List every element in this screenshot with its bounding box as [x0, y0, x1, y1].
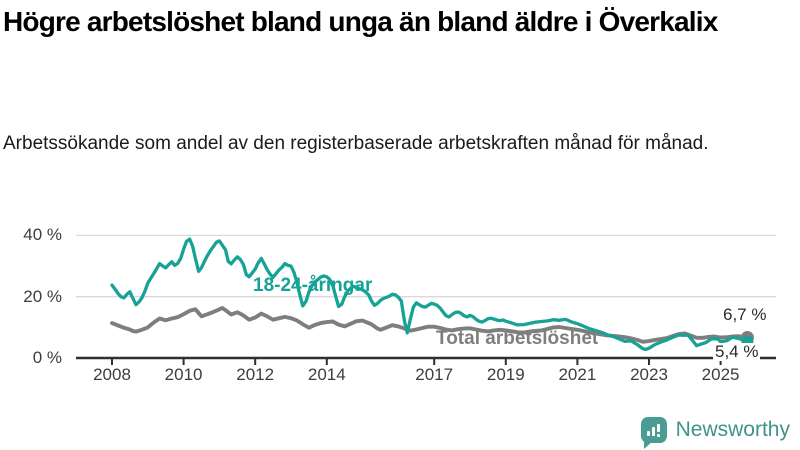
brand-name: Newsworthy	[675, 418, 790, 441]
x-axis-tick-label: 2025	[701, 365, 740, 384]
newsworthy-logo: Newsworthy	[640, 417, 790, 449]
end-value-total: 6,7 %	[721, 305, 769, 324]
x-axis-tick-label: 2023	[630, 365, 668, 384]
x-axis-tick-label: 2010	[164, 365, 203, 384]
x-axis-tick-label: 2012	[236, 365, 275, 384]
page-title: Högre arbetslöshet bland unga än bland ä…	[3, 6, 718, 37]
newsworthy-speech-bubble-barchart-icon	[640, 417, 667, 449]
y-axis-tick-label: 0 %	[32, 348, 62, 367]
series-label-total: Total arbetslöshet	[436, 328, 599, 349]
x-axis-tick-label: 2019	[486, 365, 525, 384]
series-label-18-24: 18-24-åringar	[253, 275, 373, 296]
x-axis-tick-label: 2008	[93, 365, 131, 384]
end-value-18-24: 5,4 %	[713, 342, 761, 361]
y-axis-tick-label: 40 %	[23, 225, 62, 245]
x-axis-tick-label: 2014	[307, 365, 346, 384]
y-axis-tick-label: 20 %	[23, 286, 62, 306]
x-axis-tick-label: 2017	[415, 365, 454, 384]
x-axis-tick-label: 2021	[558, 365, 597, 384]
page-subtitle: Arbetssökande som andel av den registerb…	[3, 133, 709, 154]
